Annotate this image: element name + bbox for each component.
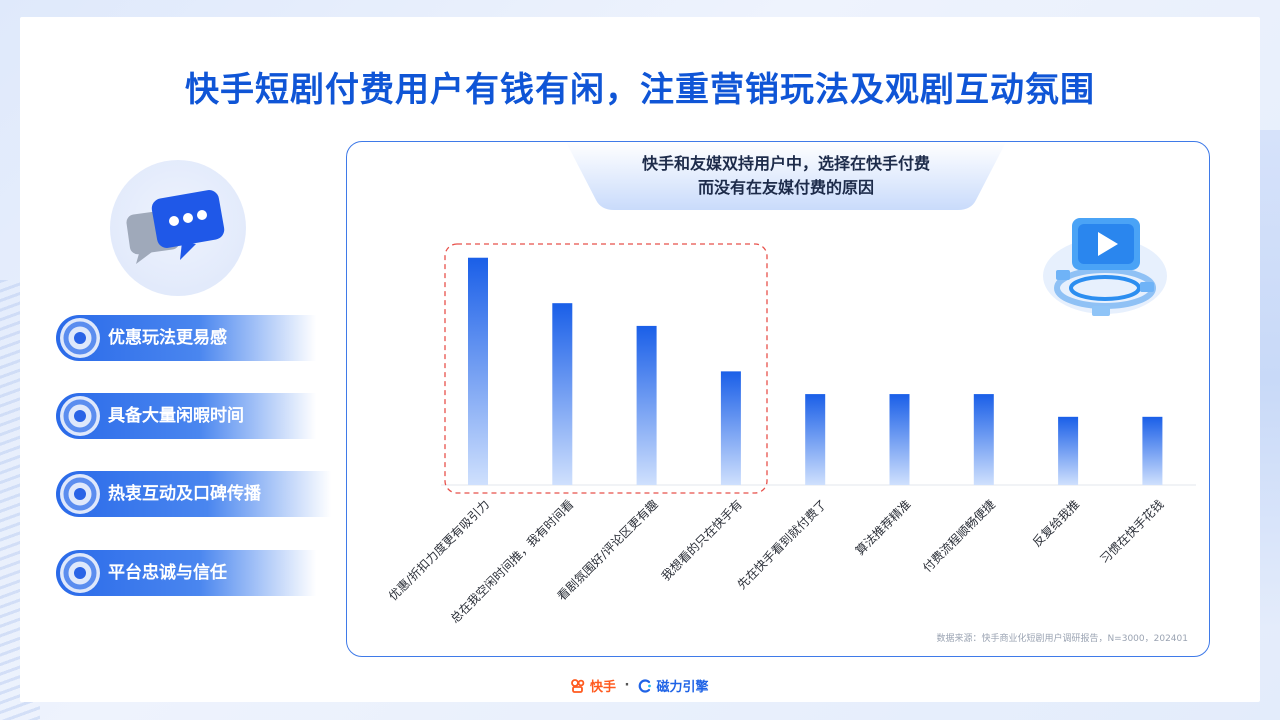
ring-icon: [60, 318, 100, 358]
bar-9: [1142, 416, 1163, 485]
x-tick-label-6: 算法推荐精准: [852, 497, 914, 559]
chart-title-background: [566, 142, 1006, 210]
chart-title-line2: 而没有在友媒付费的原因: [697, 178, 874, 197]
bar-4: [720, 371, 741, 485]
footer-separator: ·: [624, 678, 630, 693]
kuaishou-logo-icon: [571, 678, 590, 693]
point-pill-1: 优惠玩法更易感: [56, 315, 316, 361]
point-label: 热衷互动及口碑传播: [108, 484, 261, 504]
point-label: 平台忠诚与信任: [108, 563, 227, 583]
highlight-box: [444, 243, 768, 494]
chart-title-tab: 快手和友媒双持用户中，选择在快手付费 而没有在友媒付费的原因: [566, 142, 1006, 210]
x-tick-label-8: 反复给我推: [1030, 497, 1082, 549]
bar-1: [468, 257, 488, 485]
point-label: 具备大量闲暇时间: [108, 406, 244, 426]
bar-chart: 优惠/折扣力度更有吸引力总在我空闲时间推，我有时间看看剧氛围好/评论区更有趣我想…: [385, 243, 1196, 626]
source-note: 数据来源：快手商业化短剧用户调研报告，N=3000，202401: [936, 634, 1188, 644]
x-tick-label-9: 习惯在快手花钱: [1097, 497, 1167, 567]
page-title: 快手短剧付费用户有钱有闲，注重营销玩法及观剧互动氛围: [185, 70, 1095, 110]
point-pill-3: 热衷互动及口碑传播: [56, 471, 331, 517]
ring-icon: [60, 396, 100, 436]
brand-kuaishou: 快手: [589, 680, 616, 695]
point-pill-4: 平台忠诚与信任: [56, 550, 316, 596]
chart-title-line1: 快手和友媒双持用户中，选择在快手付费: [641, 154, 930, 173]
bar-3: [636, 325, 657, 485]
bar-5: [805, 394, 826, 485]
cili-logo-icon: [638, 678, 657, 693]
ring-icon: [60, 553, 100, 593]
bar-8: [1058, 416, 1079, 485]
brand-cili: 磁力引擎: [656, 680, 709, 695]
point-pill-2: 具备大量闲暇时间: [56, 393, 316, 439]
footer: 快手 · 磁力引擎: [0, 676, 1280, 695]
bar-2: [552, 303, 573, 485]
chat-bubble-illustration: [110, 160, 246, 296]
x-tick-label-7: 付费流程顺畅便捷: [919, 497, 997, 575]
chart-panel: [346, 141, 1210, 657]
bar-6: [889, 394, 910, 485]
bar-7: [973, 394, 994, 485]
x-tick-label-4: 我想看的只在快手有: [658, 497, 745, 584]
ring-icon: [60, 474, 100, 514]
chat-bubble-icon: [126, 190, 225, 264]
x-tick-label-5: 先在快手看到就付费了: [735, 497, 830, 592]
video-play-illustration: [1043, 218, 1167, 316]
point-label: 优惠玩法更易感: [108, 328, 227, 348]
